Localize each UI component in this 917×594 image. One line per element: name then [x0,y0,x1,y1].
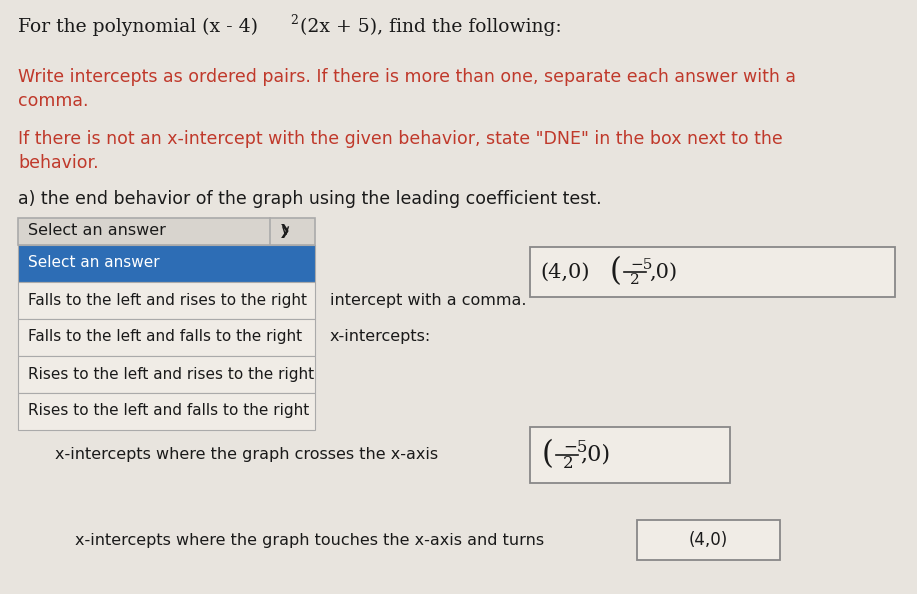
Text: ,0): ,0) [649,263,677,282]
FancyBboxPatch shape [637,520,780,560]
Text: 2: 2 [563,456,574,472]
Text: −5: −5 [630,258,652,272]
Text: x-intercepts where the graph touches the x-axis and turns: x-intercepts where the graph touches the… [75,532,544,548]
FancyBboxPatch shape [18,245,315,282]
Text: −5: −5 [563,438,588,456]
Text: 2: 2 [630,273,640,287]
Text: Select an answer: Select an answer [28,255,160,270]
Text: intercept with a comma.: intercept with a comma. [330,292,526,308]
Text: ∨: ∨ [280,223,291,239]
Text: x-intercepts where the graph crosses the x-axis: x-intercepts where the graph crosses the… [55,447,438,463]
Text: (2x + 5), find the following:: (2x + 5), find the following: [300,18,561,36]
Text: (4,0): (4,0) [540,263,590,282]
Text: For the polynomial (x - 4): For the polynomial (x - 4) [18,18,258,36]
Text: 2: 2 [290,14,298,27]
FancyBboxPatch shape [18,282,315,319]
Text: ,0): ,0) [580,444,610,466]
FancyBboxPatch shape [530,427,730,483]
Text: comma.: comma. [18,92,89,110]
Text: (: ( [542,440,554,470]
Text: a) the end behavior of the graph using the leading coefficient test.: a) the end behavior of the graph using t… [18,190,602,208]
Text: Select an answer: Select an answer [28,223,166,239]
Text: ❯: ❯ [279,224,291,238]
Text: Write intercepts as ordered pairs. If there is more than one, separate each answ: Write intercepts as ordered pairs. If th… [18,68,796,86]
Text: x-intercepts:: x-intercepts: [330,330,431,345]
Text: (4,0): (4,0) [689,531,727,549]
Text: Falls to the left and rises to the right: Falls to the left and rises to the right [28,292,307,308]
Text: (: ( [610,257,622,287]
FancyBboxPatch shape [18,393,315,430]
FancyBboxPatch shape [18,356,315,393]
Text: Rises to the left and rises to the right: Rises to the left and rises to the right [28,366,315,381]
FancyBboxPatch shape [530,247,895,297]
Text: If there is not an x-intercept with the given behavior, state "DNE" in the box n: If there is not an x-intercept with the … [18,130,783,148]
Text: Falls to the left and falls to the right: Falls to the left and falls to the right [28,330,302,345]
FancyBboxPatch shape [18,218,315,245]
Text: behavior.: behavior. [18,154,99,172]
Text: Rises to the left and falls to the right: Rises to the left and falls to the right [28,403,309,419]
FancyBboxPatch shape [18,319,315,356]
